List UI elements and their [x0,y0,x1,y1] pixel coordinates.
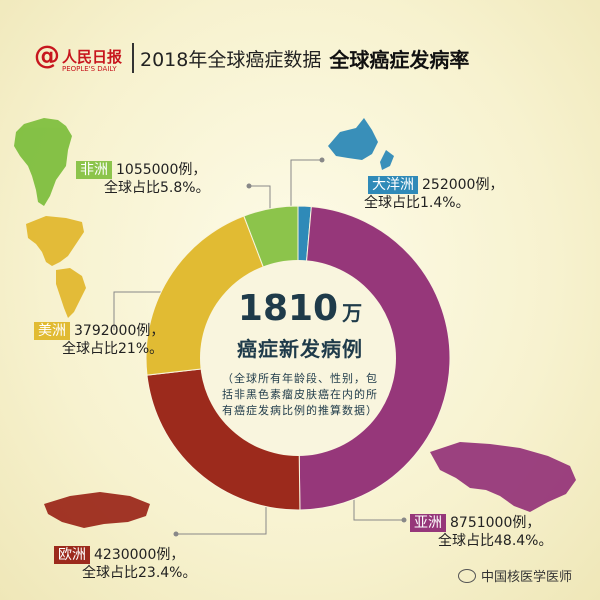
logo-english-name: PEOPLE'S DAILY [62,65,117,73]
label-africa: 非洲 1055000例， 全球占比5.8%。 [76,161,210,197]
leader-dot-asia [401,517,407,523]
south-america-map-icon [56,268,86,318]
label-europe-name: 欧洲 [54,546,90,564]
leader-line-europe [176,494,267,535]
leader-line-africa [249,185,271,216]
watermark-text: 中国核医学医师 [481,570,573,585]
page-title-strong: 全球癌症发病率 [329,47,470,72]
label-europe-cases: 4230000例， [94,547,185,563]
wechat-icon [458,568,476,583]
page-title: 2018年全球癌症数据 [140,48,322,71]
oceania-islands-icon [380,150,394,170]
header-divider [132,43,134,73]
continent-map-icons [14,118,576,528]
label-asia-share: 全球占比48.4%。 [438,533,553,549]
label-asia-cases: 8751000例， [450,515,541,531]
leader-dot-africa [246,183,252,189]
donut-hole [200,260,396,456]
label-africa-share: 全球占比5.8%。 [104,180,210,196]
label-africa-cases: 1055000例， [116,162,207,178]
label-oceania-share: 全球占比1.4%。 [364,195,470,211]
asia-map-icon [430,442,576,512]
logo-at-symbol: @ [34,41,60,71]
leader-lines [113,159,404,535]
total-cases-label: 癌症新发病例 [237,337,363,361]
africa-map-icon [14,118,72,206]
label-europe: 欧洲 4230000例， 全球占比23.4%。 [54,546,196,582]
label-oceania-name: 大洋洲 [368,176,418,194]
label-europe-share: 全球占比23.4%。 [82,565,197,581]
logo-name: 人民日报 [62,47,123,66]
label-asia-name: 亚洲 [410,514,446,532]
label-oceania: 大洋洲 252000例， 全球占比1.4%。 [364,176,504,212]
label-america-name: 美洲 [34,322,70,340]
total-cases: 1810 万 [200,288,400,329]
leader-dot-oceania [319,157,325,163]
label-africa-name: 非洲 [76,161,112,179]
total-cases-value: 1810 [237,288,339,329]
label-america-cases: 3792000例， [74,323,165,339]
peoples-daily-logo: @ 人民日报 PEOPLE'S DAILY [34,43,126,73]
data-note: （全球所有年龄段、性别，包括非黑色素瘤皮肤癌在内的所有癌症发病比例的推算数据） [222,372,378,417]
total-cases-unit: 万 [342,301,363,325]
north-america-map-icon [26,216,84,266]
label-asia: 亚洲 8751000例， 全球占比48.4%。 [410,514,552,550]
label-america-share: 全球占比21%。 [62,341,164,357]
watermark: 中国核医学医师 [458,566,572,585]
leader-line-america [113,291,168,330]
leader-line-oceania [290,159,322,210]
europe-map-icon [44,492,150,528]
label-oceania-cases: 252000例， [422,177,504,193]
oceania-map-icon [328,118,378,160]
leader-line-asia [353,494,404,521]
header: @ 人民日报 PEOPLE'S DAILY 2018年全球癌症数据 全球癌症发病… [34,38,469,78]
leader-dot-europe [173,531,179,537]
label-america: 美洲 3792000例， 全球占比21%。 [34,322,164,358]
